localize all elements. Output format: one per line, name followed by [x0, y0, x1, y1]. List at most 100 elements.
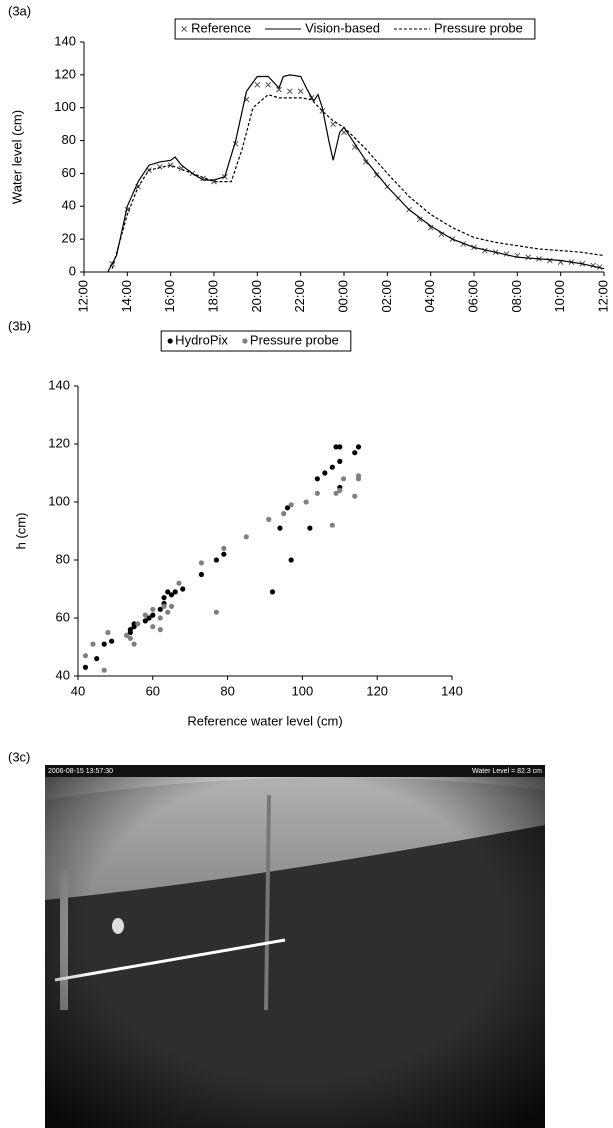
point — [172, 589, 178, 595]
point — [352, 450, 358, 456]
marker — [181, 26, 187, 32]
y-tick-label: 120 — [48, 435, 70, 450]
x-tick-label: 14:00 — [119, 280, 134, 313]
x-tick-label: 00:00 — [335, 280, 350, 313]
point — [150, 624, 156, 630]
y-tick-label: 100 — [48, 493, 70, 508]
point — [352, 493, 358, 499]
point — [150, 612, 156, 618]
y-tick-label: 60 — [62, 165, 76, 180]
x-axis-title: Reference water level (cm) — [187, 713, 342, 728]
point — [176, 580, 182, 586]
legend-label: Pressure probe — [434, 20, 523, 35]
point — [90, 641, 96, 647]
x-tick-label: 20:00 — [249, 280, 264, 313]
point — [340, 476, 347, 482]
point — [266, 516, 272, 523]
y-tick-label: 20 — [62, 231, 76, 246]
point — [277, 525, 283, 531]
series-line — [107, 74, 605, 273]
point — [165, 609, 171, 615]
point — [101, 667, 107, 673]
marker — [286, 88, 293, 95]
legend-label: Pressure probe — [250, 332, 339, 347]
point — [142, 612, 148, 618]
legend-box — [174, 18, 536, 40]
point — [131, 641, 137, 647]
point — [284, 505, 291, 511]
series-line — [111, 93, 605, 269]
point — [109, 638, 115, 644]
marker — [596, 264, 603, 270]
vignette — [45, 765, 545, 1128]
legend-item: Reference — [181, 20, 251, 35]
point — [168, 603, 175, 610]
x-tick-label: 100 — [292, 683, 314, 698]
point — [288, 557, 294, 563]
panel-label: (3a) — [8, 3, 31, 18]
x-tick-label: 06:00 — [465, 280, 480, 313]
marker — [546, 257, 553, 264]
point — [150, 606, 156, 612]
point — [180, 586, 186, 592]
point — [322, 470, 328, 476]
point — [329, 464, 335, 470]
point — [221, 545, 227, 552]
point — [105, 629, 111, 636]
legend-label: HydroPix — [175, 332, 228, 347]
marker — [167, 162, 174, 169]
panel-label: (3b) — [8, 318, 31, 333]
point — [146, 615, 152, 621]
point — [161, 595, 167, 601]
point — [337, 487, 343, 493]
point — [165, 589, 171, 595]
legend-box — [160, 330, 352, 352]
x-tick-label: 22:00 — [292, 280, 307, 313]
point — [161, 603, 167, 610]
point — [329, 522, 335, 528]
point — [213, 609, 219, 615]
x-tick-label: 80 — [220, 683, 234, 698]
point — [127, 627, 133, 633]
info-bar — [45, 765, 545, 777]
point — [82, 653, 89, 659]
point — [333, 444, 339, 450]
panel-label: (3c) — [8, 749, 30, 764]
y-tick-label: 40 — [62, 198, 76, 213]
legend-label: Vision-based — [305, 20, 380, 35]
point — [243, 534, 249, 540]
water-level-overlay: Water Level = 82.3 cm — [472, 768, 542, 775]
x-tick-label: 02:00 — [379, 280, 394, 313]
timestamp: 2006-08-15 13:57:30 — [48, 768, 113, 775]
x-tick-label: 40 — [71, 683, 85, 698]
y-tick-label: 60 — [56, 609, 70, 624]
point — [157, 606, 163, 612]
marker — [362, 159, 369, 165]
marker — [265, 81, 272, 88]
legend-item: Pressure probe — [242, 332, 339, 347]
point — [333, 490, 339, 496]
point — [124, 632, 130, 639]
legend-item: Pressure probe — [394, 20, 523, 35]
marker — [373, 172, 380, 178]
y-tick-label: 120 — [54, 66, 76, 81]
point — [355, 444, 362, 450]
point — [198, 560, 205, 566]
legend-item: Vision-based — [265, 20, 380, 35]
y-tick-label: 140 — [54, 33, 76, 48]
y-tick-label: 0 — [69, 263, 76, 278]
y-axis-title: Water level (cm) — [9, 110, 24, 204]
y-tick-label: 40 — [56, 667, 70, 682]
y-tick-label: 80 — [62, 132, 76, 147]
legend-symbol — [242, 338, 248, 344]
point — [82, 664, 89, 670]
marker — [254, 81, 261, 88]
point — [314, 476, 320, 482]
point — [168, 592, 175, 598]
x-tick-label: 10:00 — [552, 280, 567, 313]
legend-item: HydroPix — [167, 332, 228, 347]
point — [198, 571, 205, 578]
point — [355, 476, 362, 482]
